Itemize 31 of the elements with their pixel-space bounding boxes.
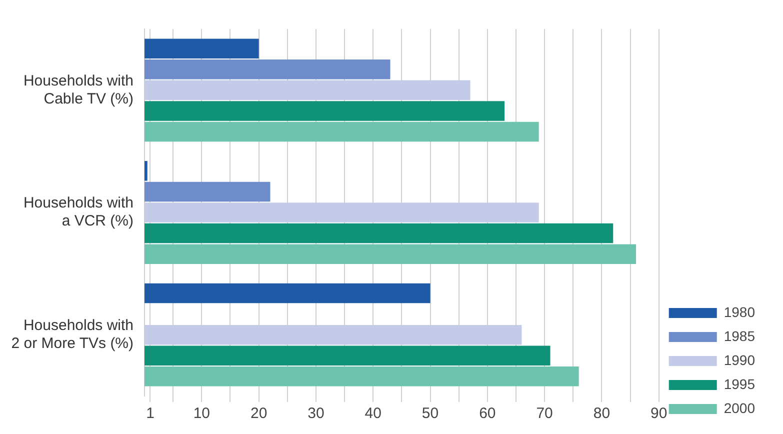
x-tick-label: 30	[308, 405, 324, 422]
y-tick-label: Households with a VCR (%)	[23, 194, 134, 230]
x-tick-label: 80	[593, 405, 610, 422]
x-tick-label: 1	[146, 405, 154, 422]
legend-label: 1985	[724, 328, 756, 344]
x-tick-label: 90	[650, 405, 668, 422]
legend-label: 2000	[724, 400, 756, 416]
x-tick-label: 60	[479, 405, 496, 422]
bar	[144, 223, 614, 244]
bar	[144, 122, 539, 142]
bar	[144, 182, 270, 202]
bar	[144, 346, 550, 366]
bar	[144, 366, 579, 386]
y-tick-label: Households with 2 or More TVs (%)	[11, 316, 134, 352]
bar	[144, 59, 390, 80]
bar	[144, 324, 522, 345]
x-tick-label: 20	[250, 405, 268, 422]
bar	[144, 202, 539, 222]
bar	[144, 101, 505, 121]
x-tick-label: 40	[364, 405, 382, 422]
y-tick-label: Households with Cable TV (%)	[23, 72, 134, 108]
bar	[144, 80, 470, 100]
legend-label: 1980	[724, 304, 756, 320]
bar	[144, 38, 259, 58]
bar	[144, 244, 636, 264]
legend-label: 1990	[724, 352, 756, 368]
bar	[144, 283, 430, 304]
x-tick-label: 50	[422, 405, 439, 422]
legend-label: 1995	[724, 376, 756, 392]
x-tick-label: 10	[193, 405, 210, 422]
x-tick-label: 70	[536, 405, 553, 422]
